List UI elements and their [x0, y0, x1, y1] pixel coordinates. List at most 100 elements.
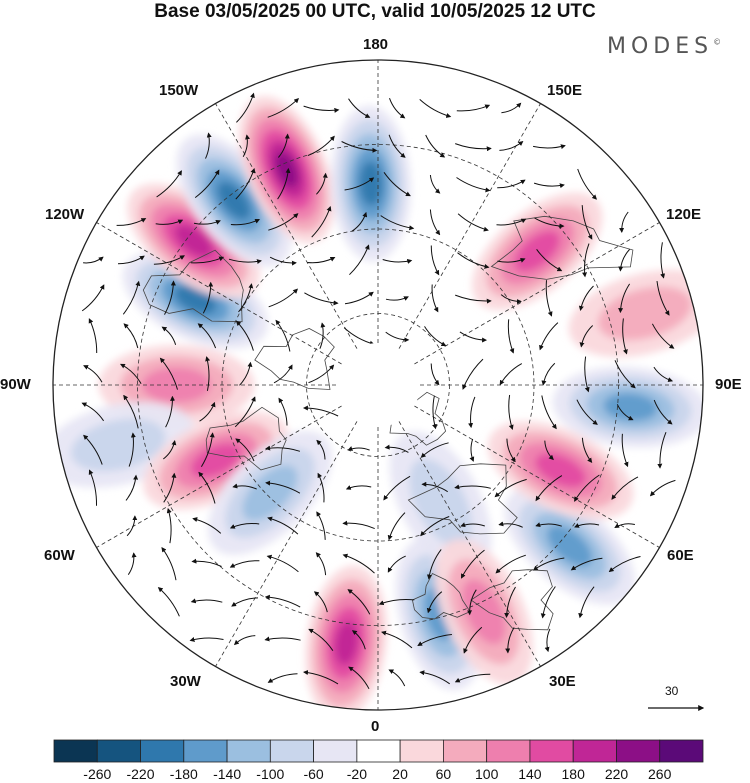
wind-arrow	[621, 433, 629, 468]
coastline	[205, 406, 287, 471]
wind-arrow	[278, 133, 290, 158]
wind-arrow	[122, 280, 141, 315]
wind-arrow	[383, 172, 411, 197]
wind-arrow	[381, 630, 413, 649]
wind-arrow	[426, 591, 443, 614]
wind-arrow	[308, 364, 335, 384]
wind-arrow	[228, 258, 262, 265]
wind-arrow	[347, 446, 370, 451]
anomaly-cell	[330, 105, 412, 262]
wind-arrow	[199, 401, 216, 422]
wind-arrow	[342, 553, 375, 574]
lon-label-150e: 150E	[547, 82, 583, 99]
wind-arrow	[157, 587, 180, 617]
wind-arrow	[385, 331, 410, 343]
wind-arrow	[496, 218, 527, 226]
wind-arrow	[307, 135, 335, 157]
wind-arrow	[574, 474, 600, 502]
wind-arrow	[619, 211, 629, 233]
wind-arrow	[500, 294, 522, 305]
colorbar-tick-label: -220	[126, 766, 155, 782]
wind-arrow	[236, 92, 255, 123]
lon-label-180: 180	[363, 36, 389, 53]
wind-arrow	[541, 362, 556, 386]
wind-arrow	[348, 98, 371, 118]
lon-label-30w: 30W	[170, 673, 201, 690]
wind-arrow	[345, 485, 372, 490]
wind-arrow	[265, 480, 301, 494]
wind-arrow	[303, 670, 339, 685]
meridian-line	[377, 384, 541, 667]
wind-arrow	[202, 281, 214, 314]
wind-arrow	[383, 475, 411, 501]
wind-arrow	[88, 318, 98, 354]
wind-arrow	[191, 558, 222, 567]
wind-arrow	[81, 284, 105, 312]
lon-label-60e: 60E	[667, 547, 694, 564]
wind-arrow	[456, 177, 491, 193]
wind-arrow	[344, 177, 375, 191]
wind-arrow	[268, 213, 299, 231]
wind-arrow	[467, 589, 477, 616]
colorbar-tick-label: -20	[346, 766, 367, 782]
wind-arrow	[388, 669, 406, 687]
colorbar-tick-label: 100	[475, 766, 499, 782]
lon-label-120e: 120E	[666, 206, 702, 223]
wind-arrow	[242, 134, 250, 157]
wind-arrow	[120, 363, 142, 384]
meridian-line	[215, 384, 379, 667]
wind-arrow	[190, 598, 223, 604]
meridian-line	[377, 384, 660, 548]
anomaly-cell	[208, 431, 332, 555]
wind-arrow	[264, 636, 301, 642]
wind-arrow	[387, 555, 406, 573]
colorbar-tick-label: 180	[561, 766, 585, 782]
wind-arrow	[429, 174, 441, 194]
wind-arrow	[499, 140, 524, 151]
wind-arrow	[267, 98, 300, 118]
wind-arrow	[608, 556, 641, 573]
wind-arrow	[83, 365, 103, 383]
wind-arrow	[266, 554, 299, 573]
wind-arrow	[197, 323, 217, 349]
vector-scale-label: 30	[665, 684, 679, 698]
meridian-line	[96, 384, 379, 548]
wind-arrow	[424, 326, 447, 347]
colorbar-tick-label: 140	[518, 766, 542, 782]
wind-arrow	[302, 405, 339, 417]
wind-arrow	[233, 635, 256, 646]
anomaly-cell	[504, 487, 635, 605]
wind-arrow	[343, 327, 375, 346]
wind-arrow	[421, 481, 448, 493]
wind-arrow	[384, 444, 409, 453]
wind-arrow	[128, 432, 136, 467]
wind-arrow	[462, 358, 484, 390]
anomaly-cell	[127, 183, 260, 299]
wind-arrow	[430, 363, 440, 386]
wind-arrow	[535, 522, 562, 528]
wind-arrow	[231, 597, 259, 607]
wind-arrow	[541, 395, 557, 430]
colorbar-tick-label: 260	[648, 766, 672, 782]
wind-vectors	[81, 92, 676, 690]
wind-arrow	[506, 438, 516, 463]
wind-arrow	[307, 257, 336, 264]
wind-arrow	[420, 442, 449, 458]
wind-arrow	[189, 637, 224, 642]
wind-arrow	[190, 256, 225, 264]
wind-arrow	[468, 396, 476, 429]
wind-arrow	[273, 364, 293, 384]
wind-arrow	[275, 319, 291, 352]
wind-arrow	[535, 475, 563, 502]
wind-arrow	[544, 628, 551, 653]
wind-arrow	[162, 440, 177, 460]
wind-arrow	[81, 402, 105, 422]
wind-arrow	[239, 361, 253, 386]
lon-label-150w: 150W	[159, 82, 199, 99]
coastline	[254, 328, 335, 390]
wind-arrow	[198, 471, 216, 504]
wind-arrow	[308, 628, 334, 651]
wind-arrow	[347, 589, 371, 615]
wind-arrow	[277, 167, 291, 200]
wind-arrow	[545, 280, 553, 317]
